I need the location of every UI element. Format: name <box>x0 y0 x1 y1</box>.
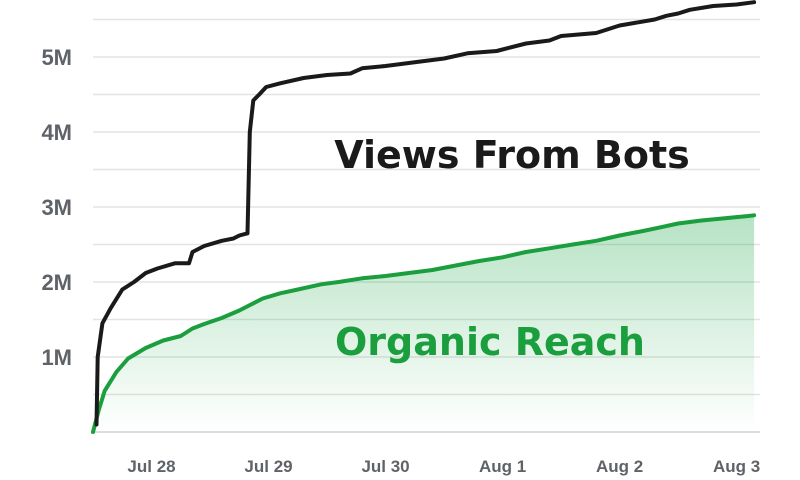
y-tick-label: 3M <box>41 195 72 220</box>
organic-reach-area <box>93 215 755 432</box>
x-axis-ticks: Jul 28 Jul 29 Jul 30 Aug 1 Aug 2 Aug 3 <box>127 457 760 476</box>
y-tick-label: 1M <box>41 345 72 370</box>
y-axis-ticks: 1M 2M 3M 4M 5M <box>41 45 72 370</box>
y-tick-label: 2M <box>41 270 72 295</box>
x-tick-label: Jul 30 <box>361 457 409 476</box>
x-tick-label: Jul 29 <box>244 457 292 476</box>
views-from-bots-line <box>94 0 757 427</box>
x-tick-label: Aug 3 <box>713 457 760 476</box>
series-layer <box>91 0 757 434</box>
y-tick-label: 5M <box>41 45 72 70</box>
x-tick-label: Aug 1 <box>479 457 526 476</box>
annotations: Views From Bots Organic Reach <box>334 133 690 364</box>
annotation-views-from-bots: Views From Bots <box>334 133 690 177</box>
organic-reach-line <box>91 213 757 434</box>
x-tick-label: Aug 2 <box>596 457 643 476</box>
y-tick-label: 4M <box>41 120 72 145</box>
annotation-organic-reach: Organic Reach <box>335 320 645 364</box>
x-tick-label: Jul 28 <box>127 457 175 476</box>
